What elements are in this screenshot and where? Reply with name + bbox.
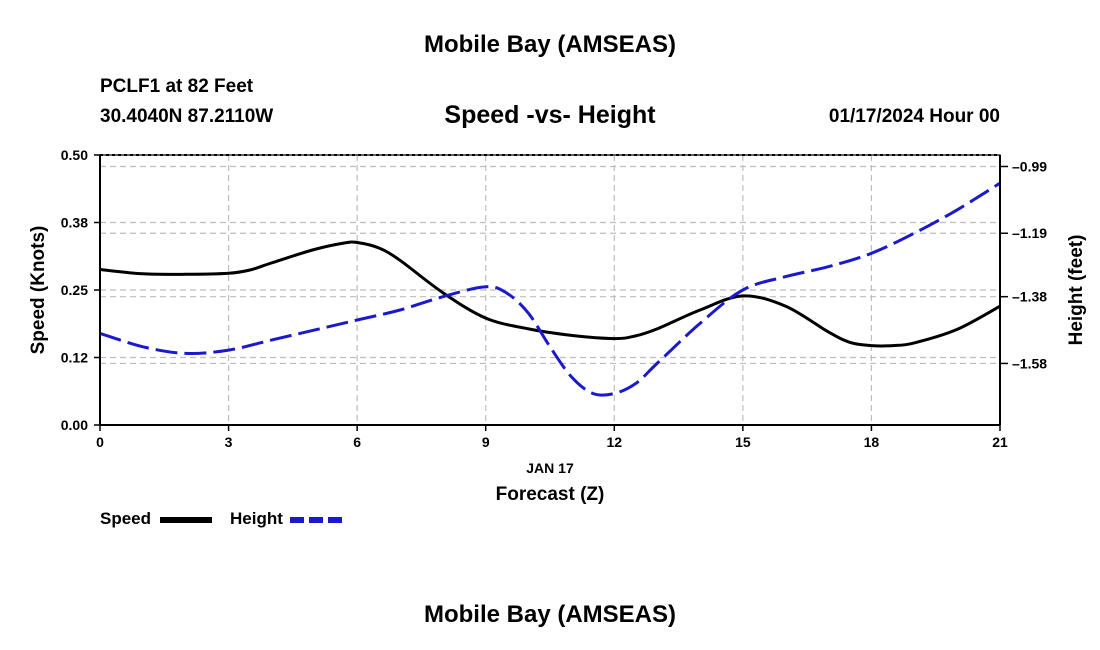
series-lines <box>99 181 1001 397</box>
station-coordinates: 30.4040N 87.2110W <box>100 106 274 127</box>
x-tick-label: 9 <box>482 434 490 450</box>
chart-main-title: Mobile Bay (AMSEAS) <box>423 31 677 58</box>
x-tick-label: 21 <box>992 434 1008 450</box>
speed-series-line <box>99 240 1001 348</box>
x-axis-title: Forecast (Z) <box>496 484 605 505</box>
bottom-repeated-title: Mobile Bay (AMSEAS) <box>423 601 677 628</box>
y-tick-label: 0.12 <box>61 350 88 366</box>
grid <box>100 155 1000 425</box>
y-tick-label: 0.00 <box>61 417 88 433</box>
legend-height-label: Height <box>230 509 283 528</box>
x-date-label: JAN 17 <box>526 460 574 476</box>
y2-tick-label: –0.99 <box>1012 158 1047 174</box>
x-tick-label: 6 <box>353 434 361 450</box>
y-tick-label: 0.25 <box>61 282 88 298</box>
y-tick-label: 0.38 <box>61 215 88 231</box>
y-tick-label: 0.50 <box>61 147 88 163</box>
station-label: PCLF1 at 82 Feet <box>100 76 254 97</box>
y2-tick-label: –1.58 <box>1012 355 1047 371</box>
chart-subtitle: Speed -vs- Height <box>444 101 656 129</box>
y2-tick-label: –1.19 <box>1012 225 1047 241</box>
y-axis-title: Speed (Knots) <box>28 226 49 355</box>
x-tick-label: 15 <box>735 434 751 450</box>
y2-tick-label: –1.38 <box>1012 289 1047 305</box>
legend-speed-label: Speed <box>100 509 152 528</box>
x-tick-label: 12 <box>606 434 622 450</box>
forecast-datetime: 01/17/2024 Hour 00 <box>828 106 1000 127</box>
axis-ticks: 0 3 6 9 12 15 18 21 0.00 0.12 0.25 0.38 0.50 –1.58 –1.… <box>61 147 1047 450</box>
x-tick-label: 18 <box>864 434 880 450</box>
x-tick-label: 3 <box>225 434 233 450</box>
x-tick-label: 0 <box>96 434 104 450</box>
y2-axis-title: Height (feet) <box>1066 235 1087 346</box>
height-series-line <box>99 181 1001 397</box>
